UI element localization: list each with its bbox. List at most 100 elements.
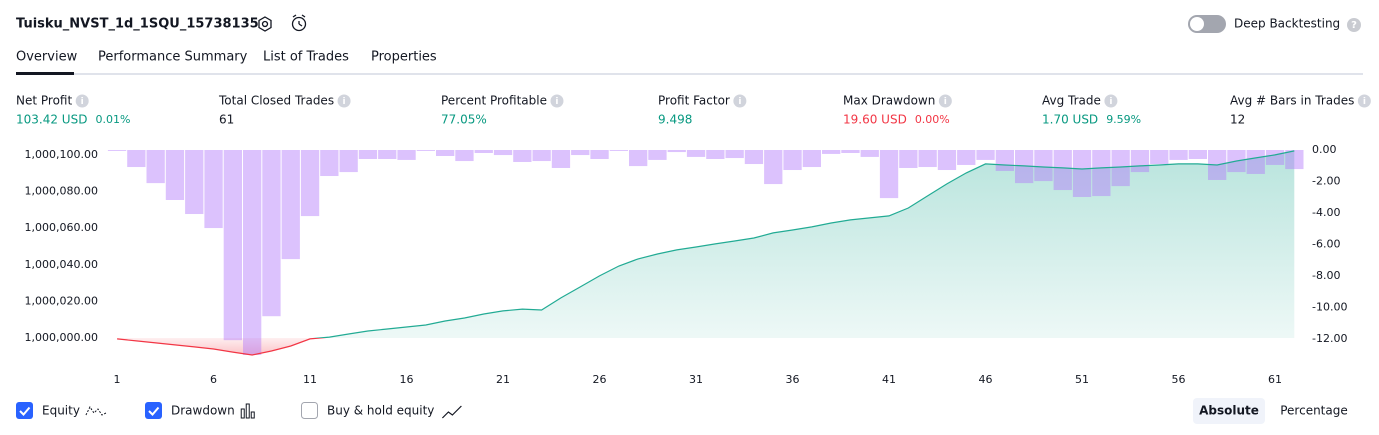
y-tick-label: 1,000,060.00 — [25, 221, 98, 234]
tab[interactable]: Properties — [371, 50, 437, 65]
info-icon-mark: i — [1363, 97, 1366, 107]
stat-label: Percent Profitable — [441, 94, 547, 108]
info-icon[interactable] — [1104, 94, 1118, 108]
checkbox[interactable] — [145, 402, 162, 419]
info-icon[interactable] — [1357, 94, 1371, 108]
drawdown-bar — [648, 150, 667, 160]
checkbox[interactable] — [301, 402, 318, 419]
info-icon[interactable] — [550, 94, 564, 108]
drawdown-bar — [629, 150, 648, 167]
button[interactable]: Absolute — [1199, 404, 1259, 418]
drawdown-bar — [802, 150, 821, 168]
stat-value: 9.498 — [658, 113, 692, 127]
checkbox[interactable] — [16, 402, 33, 419]
drawdown-bar — [957, 150, 976, 165]
stat-label: Max Drawdown — [843, 94, 935, 108]
x-tick-label: 51 — [1075, 373, 1089, 386]
drawdown-bar — [397, 150, 416, 160]
stat-value: 19.60 USD — [843, 113, 907, 127]
drawdown-bar — [937, 150, 957, 171]
info-icon[interactable] — [75, 94, 89, 108]
button-active-bg — [1193, 398, 1265, 424]
drawdown-bar — [706, 150, 725, 159]
x-tick-label: 61 — [1268, 373, 1282, 386]
drawdown-icon — [250, 411, 255, 419]
buy-hold-icon — [441, 405, 462, 419]
drawdown-bar — [686, 150, 706, 157]
x-tick-label: 31 — [689, 373, 703, 386]
x-tick-label: 11 — [303, 373, 317, 386]
drawdown-bar — [899, 150, 918, 168]
tab[interactable]: Performance Summary — [98, 50, 248, 65]
equity-icon — [85, 406, 107, 416]
x-tick-label: 16 — [400, 373, 414, 386]
drawdown-bar — [1072, 150, 1092, 197]
drawdown-bar — [725, 150, 744, 159]
drawdown-bar — [204, 150, 223, 229]
stat-value: 12 — [1230, 113, 1245, 127]
drawdown-bar — [1111, 150, 1130, 187]
drawdown-bar — [436, 150, 455, 156]
drawdown-bar — [783, 150, 802, 171]
stat-label: Avg Trade — [1042, 94, 1101, 108]
y2-tick-label: 0.00 — [1312, 143, 1337, 156]
legend-label: Buy & hold equity — [327, 404, 434, 418]
stat-value: 61 — [219, 113, 234, 127]
drawdown-bar — [223, 150, 242, 341]
settings-icon[interactable] — [258, 16, 272, 32]
button[interactable]: Percentage — [1280, 404, 1348, 418]
y2-tick-label: -6.00 — [1312, 238, 1340, 251]
drawdown-bar — [1015, 150, 1034, 184]
y2-tick-label: -2.00 — [1312, 175, 1340, 188]
help-icon[interactable]: ? — [1347, 18, 1361, 32]
drawdown-bar — [262, 150, 281, 317]
y-tick-label: 1,000,020.00 — [25, 294, 98, 307]
stat-sub: 9.59% — [1106, 113, 1141, 126]
x-tick-label: 26 — [593, 373, 607, 386]
checkmark — [19, 406, 31, 416]
drawdown-bar — [976, 150, 995, 160]
stat-label: Avg # Bars in Trades — [1230, 94, 1354, 108]
drawdown-bar — [1188, 150, 1207, 159]
drawdown-icon — [245, 403, 250, 419]
legend-label: Equity — [42, 404, 80, 418]
drawdown-bar — [841, 150, 860, 153]
info-icon-mark: i — [944, 97, 947, 107]
drawdown-bar — [1285, 150, 1304, 170]
drawdown-bar — [281, 150, 300, 260]
y-tick-label: 1,000,040.00 — [25, 258, 98, 271]
drawdown-bar — [146, 150, 165, 184]
drawdown-bar — [822, 150, 841, 154]
tab[interactable]: Overview — [16, 50, 78, 65]
checkmark — [148, 406, 160, 416]
drawdown-bar — [474, 150, 493, 153]
info-icon[interactable] — [938, 94, 952, 108]
equity-area — [117, 150, 1295, 355]
stat-value: 1.70 USD — [1042, 113, 1098, 127]
info-icon-mark: i — [555, 97, 558, 107]
info-icon-mark: i — [81, 97, 84, 107]
drawdown-bar — [185, 150, 204, 215]
stat-label: Net Profit — [16, 94, 72, 108]
deep-backtesting-toggle[interactable] — [1188, 15, 1226, 33]
drawdown-bar — [1246, 150, 1265, 174]
stat-value: 77.05% — [441, 113, 487, 127]
y2-tick-label: -4.00 — [1312, 206, 1340, 219]
drawdown-bar — [667, 150, 686, 153]
x-tick-label: 1 — [114, 373, 121, 386]
drawdown-bar — [493, 150, 513, 156]
x-tick-label: 41 — [882, 373, 896, 386]
legend-label: Drawdown — [171, 404, 235, 418]
x-tick-label: 21 — [496, 373, 510, 386]
stat-label: Profit Factor — [658, 94, 730, 108]
tab[interactable]: List of Trades — [263, 50, 349, 65]
x-tick-label: 6 — [210, 373, 217, 386]
y2-tick-label: -12.00 — [1312, 332, 1347, 345]
info-icon[interactable] — [733, 94, 747, 108]
drawdown-bar — [165, 150, 185, 200]
drawdown-bar — [532, 150, 551, 162]
info-icon[interactable] — [337, 94, 351, 108]
alert-icon[interactable] — [291, 14, 307, 32]
stat-value: 103.42 USD — [16, 113, 87, 127]
